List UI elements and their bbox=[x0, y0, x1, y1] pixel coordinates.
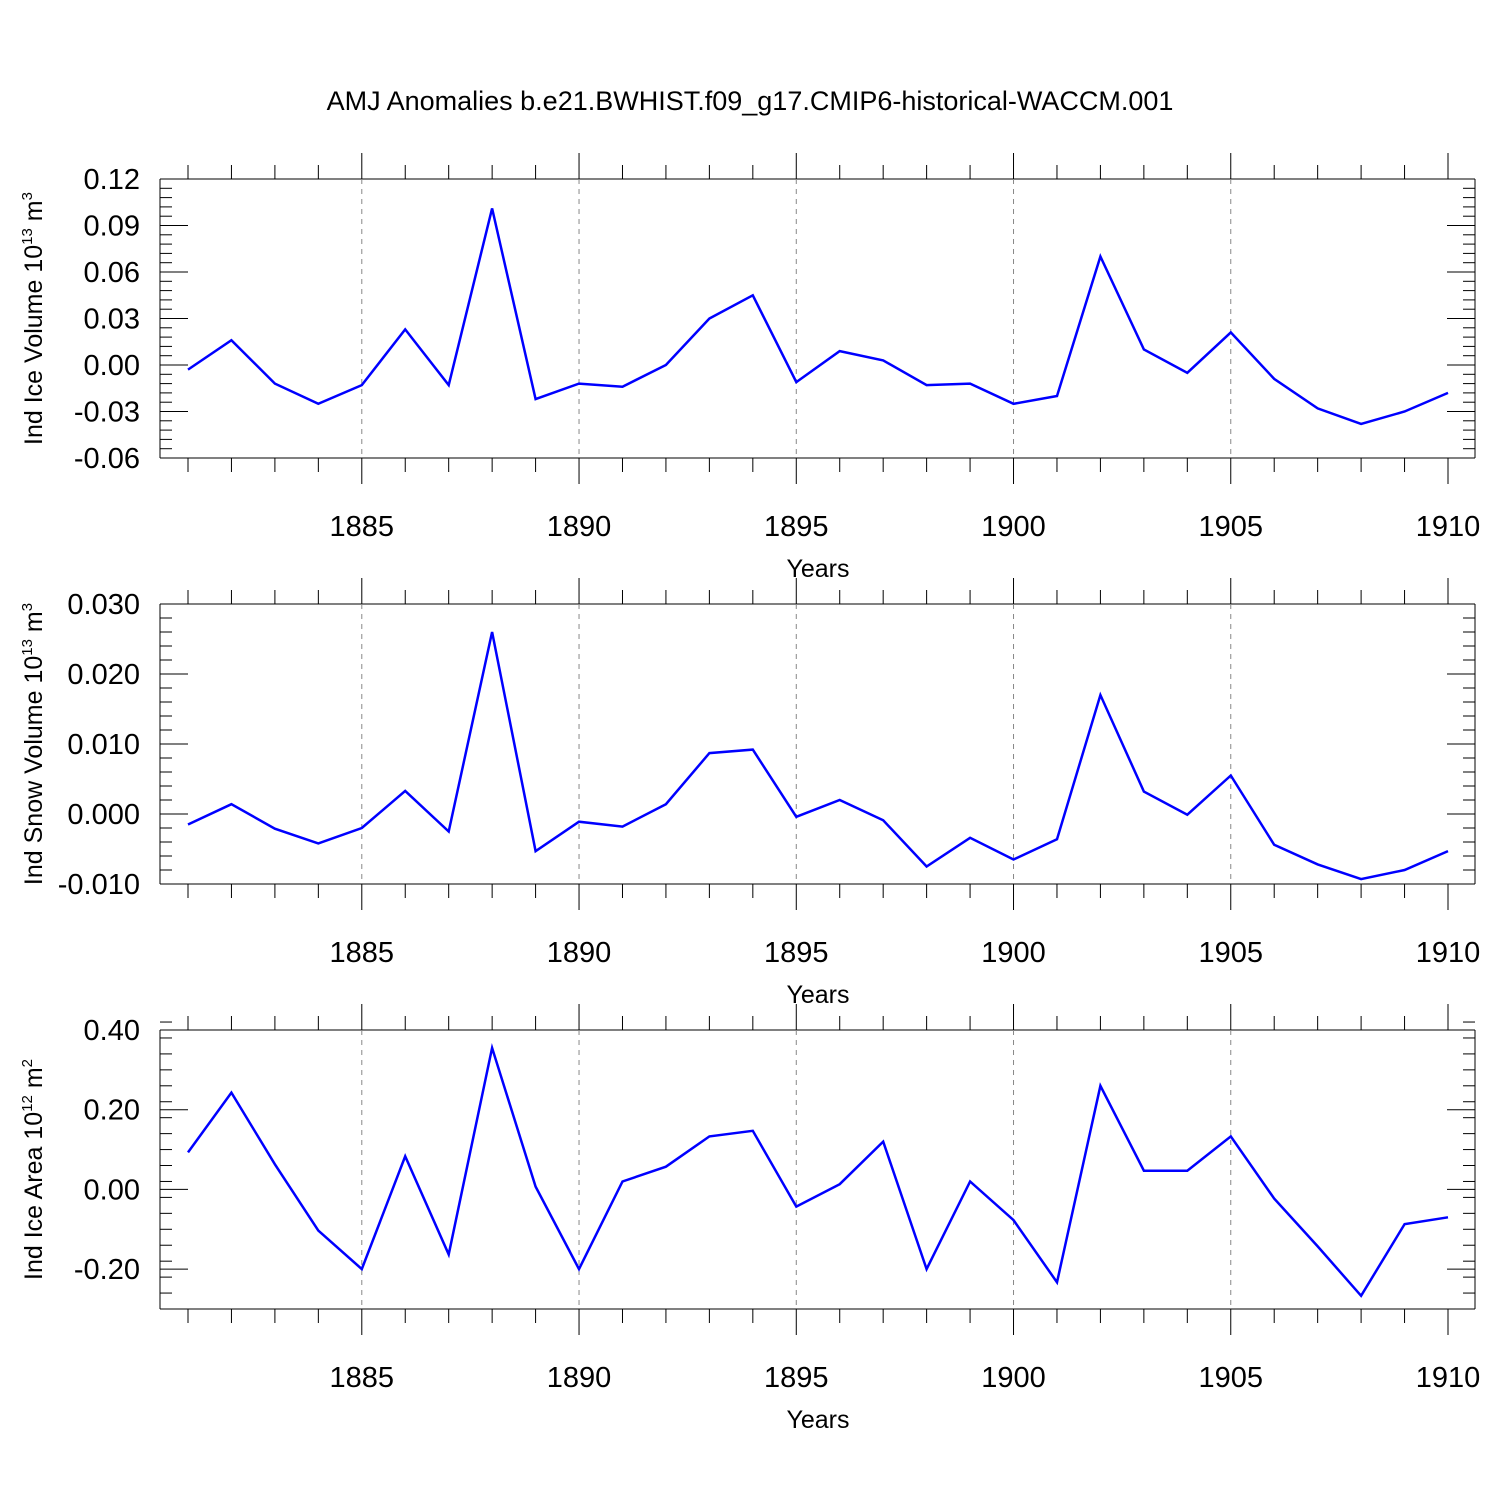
y-axis-title: Ind Ice Volume 1013 m3 bbox=[19, 192, 48, 445]
x-tick-label: 1905 bbox=[1199, 511, 1264, 543]
y-tick-label: 0.12 bbox=[84, 164, 140, 196]
x-tick-label: 1885 bbox=[330, 1362, 395, 1394]
chart-panel-2: 1885 1890 1895 1900 1905 1910 -0.010 0.000 0.010… bbox=[19, 578, 1480, 1009]
y-tick-label: 0.030 bbox=[67, 589, 140, 621]
x-tick-label: 1890 bbox=[547, 511, 612, 543]
x-axis-title: Years bbox=[786, 1406, 849, 1434]
y-tick-label: 0.09 bbox=[84, 211, 140, 243]
series-line bbox=[187, 208, 1449, 426]
y-tick-label: 0.020 bbox=[67, 659, 140, 691]
x-tick-label: 1910 bbox=[1416, 937, 1481, 969]
y-tick-label: 0.00 bbox=[84, 350, 140, 382]
x-tick-label: 1900 bbox=[981, 511, 1046, 543]
y-tick-label: -0.010 bbox=[58, 869, 140, 901]
x-tick-label: 1900 bbox=[981, 1362, 1046, 1394]
y-tick-label: 0.03 bbox=[84, 304, 140, 336]
y-tick-label: -0.03 bbox=[74, 397, 140, 429]
y-axis-title: Ind Ice Area 1012 m2 bbox=[19, 1059, 48, 1280]
chart-title: AMJ Anomalies b.e21.BWHIST.f09_g17.CMIP6… bbox=[326, 86, 1174, 116]
y-tick-label: 0.000 bbox=[67, 799, 140, 831]
chart-panel-3: 1885 1890 1895 1900 1905 1910 -0.20 0.00 0.20 0.4… bbox=[19, 1004, 1480, 1434]
x-tick-label: 1895 bbox=[764, 1362, 829, 1394]
y-tick-label: -0.06 bbox=[74, 443, 140, 475]
y-axis-title: Ind Snow Volume 1013 m3 bbox=[19, 603, 48, 885]
series-line bbox=[187, 631, 1449, 881]
y-tick-label: 0.40 bbox=[84, 1015, 140, 1047]
y-tick-label: 0.06 bbox=[84, 257, 140, 289]
x-tick-label: 1910 bbox=[1416, 1362, 1481, 1394]
x-axis-title: Years bbox=[786, 555, 849, 583]
x-tick-label: 1890 bbox=[547, 1362, 612, 1394]
x-tick-label: 1885 bbox=[330, 937, 395, 969]
x-tick-label: 1905 bbox=[1199, 937, 1264, 969]
y-tick-label: 0.010 bbox=[67, 729, 140, 761]
y-tick-label: 0.20 bbox=[84, 1095, 140, 1127]
x-tick-label: 1885 bbox=[330, 511, 395, 543]
y-tick-label: 0.00 bbox=[84, 1174, 140, 1206]
x-tick-label: 1900 bbox=[981, 937, 1046, 969]
x-axis-title: Years bbox=[786, 981, 849, 1009]
series-line bbox=[186, 1042, 1449, 1298]
y-tick-label: -0.20 bbox=[74, 1254, 140, 1286]
x-tick-label: 1895 bbox=[764, 511, 829, 543]
x-tick-label: 1905 bbox=[1199, 1362, 1264, 1394]
x-tick-label: 1895 bbox=[764, 937, 829, 969]
chart-panel-1: 1885 1890 1895 1900 1905 1910 -0.06 -0.03 0.00 0.… bbox=[19, 153, 1480, 583]
x-tick-label: 1910 bbox=[1416, 511, 1481, 543]
x-tick-label: 1890 bbox=[547, 937, 612, 969]
